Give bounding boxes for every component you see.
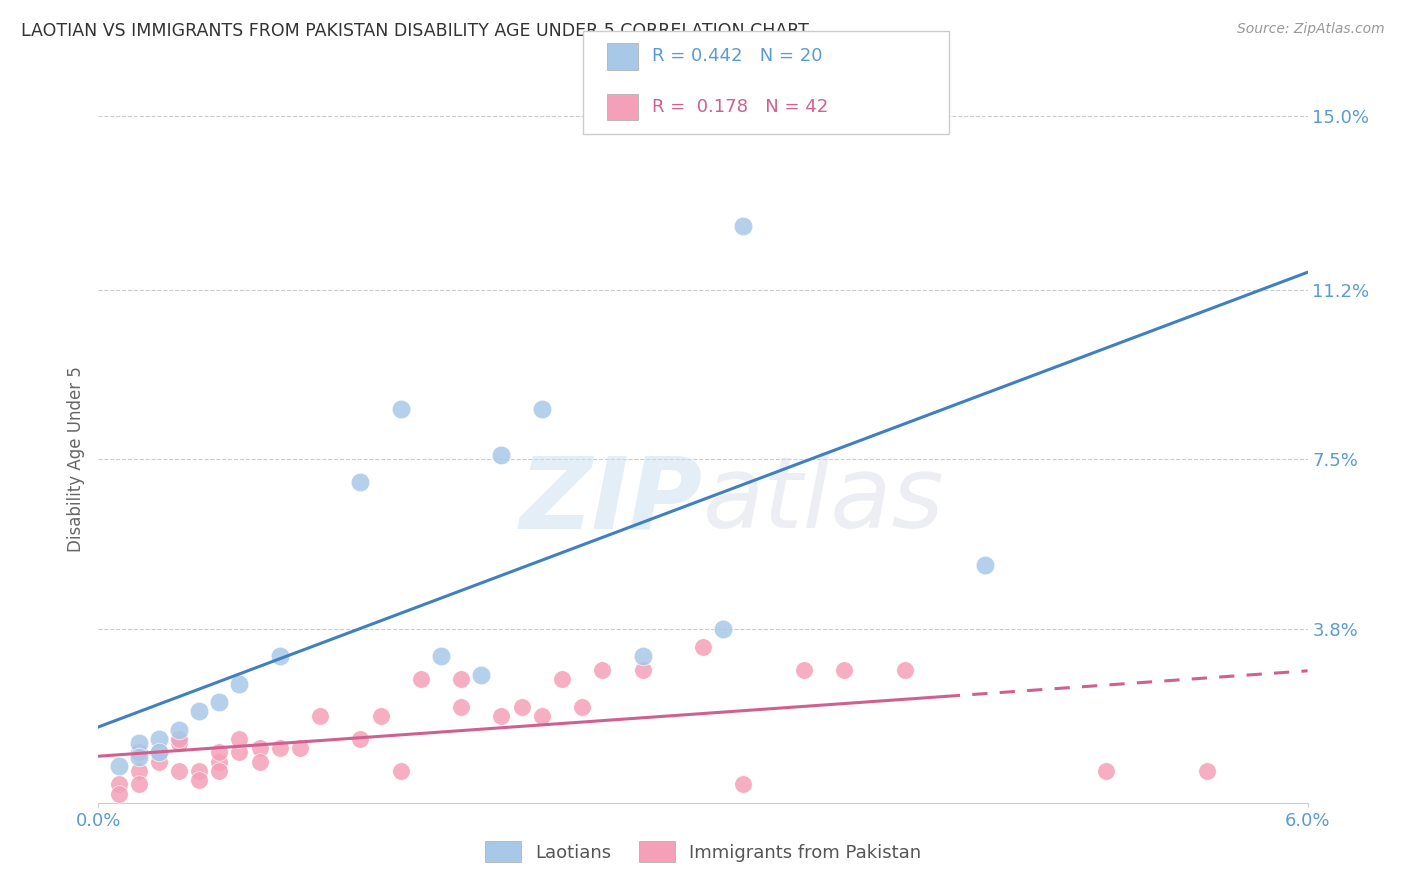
Point [733, 777, 755, 791]
Point [288, 740, 311, 755]
Point [148, 755, 170, 769]
Point [208, 695, 231, 709]
Point [188, 772, 211, 787]
Point [571, 699, 593, 714]
Point [974, 558, 997, 572]
Point [631, 663, 654, 677]
Point [148, 746, 170, 760]
Legend: Laotians, Immigrants from Pakistan: Laotians, Immigrants from Pakistan [478, 834, 928, 870]
Point [530, 402, 553, 417]
Point [711, 622, 734, 636]
Point [430, 649, 453, 664]
Point [491, 448, 513, 462]
Point [591, 663, 613, 677]
Point [128, 750, 150, 764]
Text: Source: ZipAtlas.com: Source: ZipAtlas.com [1237, 22, 1385, 37]
Point [208, 764, 231, 778]
Point [148, 746, 170, 760]
Point [208, 746, 231, 760]
Point [228, 746, 250, 760]
Point [269, 740, 291, 755]
Point [188, 704, 211, 718]
Text: R = 0.442   N = 20: R = 0.442 N = 20 [652, 47, 823, 65]
Point [491, 708, 513, 723]
Point [128, 736, 150, 750]
Y-axis label: Disability Age Under 5: Disability Age Under 5 [66, 367, 84, 552]
Point [349, 731, 371, 746]
Point [450, 699, 472, 714]
Point [128, 764, 150, 778]
Point [409, 672, 432, 686]
Point [349, 475, 371, 490]
Point [107, 787, 129, 801]
Point [249, 740, 271, 755]
Point [1095, 764, 1118, 778]
Point [107, 759, 129, 773]
Point [893, 663, 915, 677]
Point [228, 677, 250, 691]
Point [793, 663, 815, 677]
Text: ZIP: ZIP [520, 452, 703, 549]
Point [167, 731, 190, 746]
Point [510, 699, 533, 714]
Point [167, 764, 190, 778]
Point [249, 755, 271, 769]
Point [1195, 764, 1218, 778]
Text: LAOTIAN VS IMMIGRANTS FROM PAKISTAN DISABILITY AGE UNDER 5 CORRELATION CHART: LAOTIAN VS IMMIGRANTS FROM PAKISTAN DISA… [21, 22, 808, 40]
Point [631, 649, 654, 664]
Point [167, 723, 190, 737]
Point [530, 708, 553, 723]
Point [389, 764, 412, 778]
Point [128, 777, 150, 791]
Point [107, 777, 129, 791]
Point [167, 736, 190, 750]
Point [188, 764, 211, 778]
Point [148, 731, 170, 746]
Text: atlas: atlas [703, 452, 945, 549]
Point [733, 219, 755, 233]
Point [269, 649, 291, 664]
Point [389, 402, 412, 417]
Point [832, 663, 855, 677]
Point [228, 731, 250, 746]
Point [450, 672, 472, 686]
Point [692, 640, 714, 654]
Point [309, 708, 332, 723]
Point [128, 746, 150, 760]
Text: R =  0.178   N = 42: R = 0.178 N = 42 [652, 98, 828, 116]
Point [470, 667, 492, 681]
Point [370, 708, 392, 723]
Point [208, 755, 231, 769]
Point [551, 672, 574, 686]
